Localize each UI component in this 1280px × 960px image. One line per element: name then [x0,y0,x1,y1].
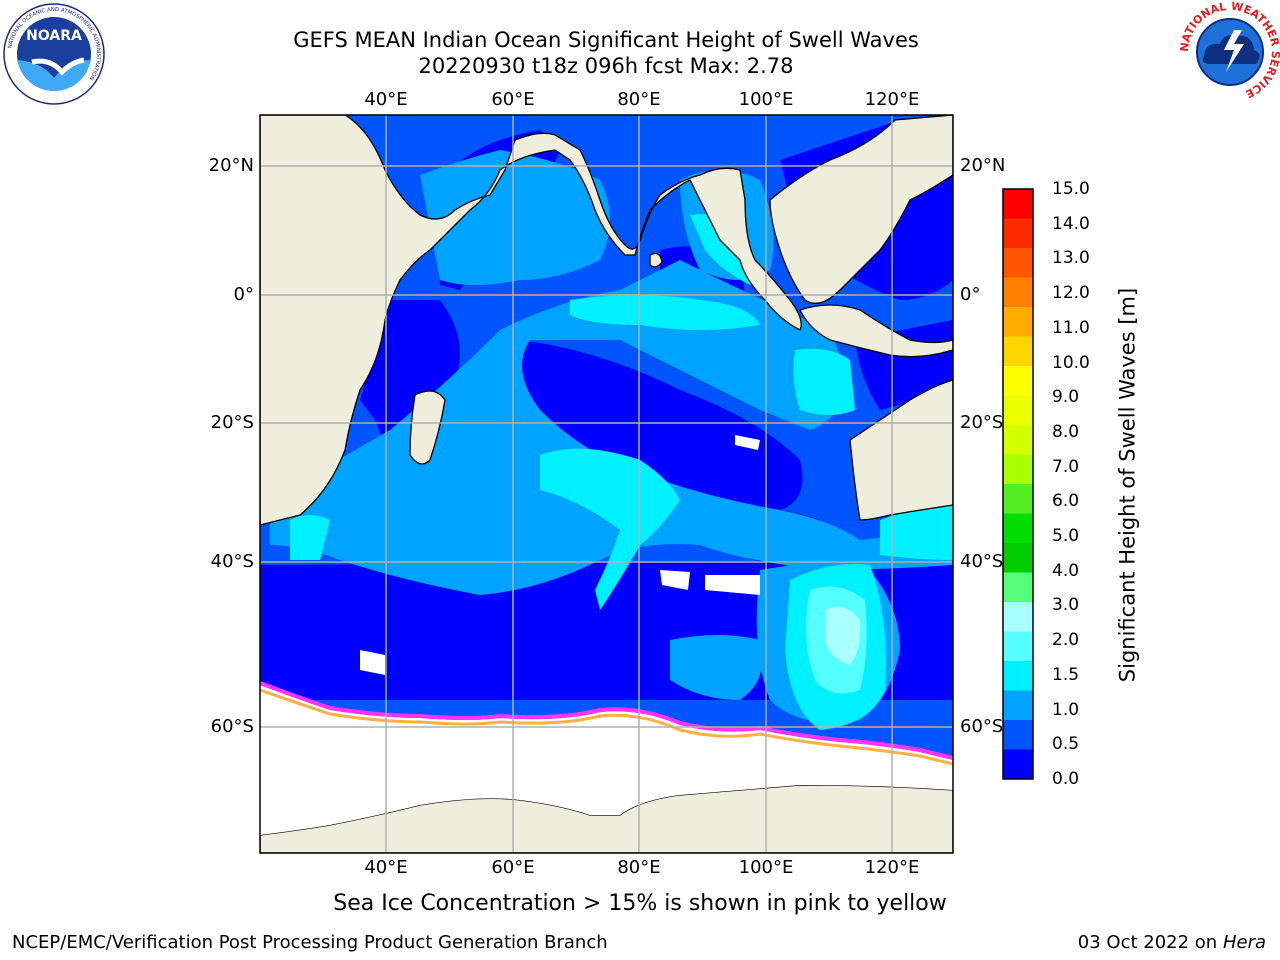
colorbar-tick-label: 6.0 [1052,491,1080,512]
colorbar-swatch [1003,248,1033,278]
lat-tick-right: 20°S [960,412,1004,433]
colorbar-tick-label: 11.0 [1052,317,1090,338]
lon-tick-bottom: 100°E [738,857,794,878]
lat-tick-right: 0° [960,284,981,305]
lon-tick-bottom: 80°E [617,857,661,878]
colorbar-tick-label: 9.0 [1052,387,1080,408]
colorbar-tick-label: 0.0 [1052,769,1080,789]
colorbar-swatch [1003,189,1033,219]
colorbar-swatch [1003,631,1033,662]
lat-tick-right: 60°S [960,716,1004,737]
colorbar-swatch [1003,543,1033,573]
lon-tick-top: 120°E [864,89,920,110]
sea-ice-pink-edge [260,681,953,760]
colorbar-tick-label: 4.0 [1052,560,1080,581]
lat-tick-left: 40°S [210,551,254,572]
noaa-logo: NOARA NATIONAL OCEANIC AND ATMOSPHERIC A… [3,3,105,105]
colorbar-tick-label: 3.0 [1052,595,1080,616]
lat-tick-left: 60°S [210,716,254,737]
sea-ice-caption: Sea Ice Concentration > 15% is shown in … [333,891,947,916]
lon-tick-top: 80°E [617,89,661,110]
colorbar-tick-label: 2.0 [1052,630,1080,651]
lon-tick-bottom: 40°E [364,857,408,878]
colorbar-swatch [1003,395,1033,426]
map-title: GEFS MEAN Indian Ocean Significant Heigh… [293,28,919,52]
lon-tick-top: 100°E [738,89,794,110]
colorbar-swatch [1003,690,1033,721]
colorbar-swatch [1003,277,1033,308]
colorbar-tick-label: 8.0 [1052,421,1080,442]
colorbar-swatch [1003,307,1033,337]
lon-tick-bottom: 120°E [864,857,920,878]
lat-tick-left: 20°S [210,412,254,433]
footer-credit: NCEP/EMC/Verification Post Processing Pr… [12,932,608,953]
colorbar-swatch [1003,218,1033,249]
lat-tick-left: 20°N [208,155,254,176]
lon-tick-top: 60°E [491,89,535,110]
lat-tick-right: 40°S [960,551,1004,572]
colorbar-swatch [1003,454,1033,485]
colorbar-swatch [1003,661,1033,691]
footer-date: 03 Oct 2022 on Hera [1078,932,1266,954]
colorbar-tick-label: 10.0 [1052,352,1090,373]
colorbar-frame [1002,188,1034,780]
swell-25-30-region [825,606,861,665]
colorbar-tick-label: 14.0 [1052,213,1090,234]
map-frame [259,114,954,854]
lat-tick-right: 20°N [960,155,1006,176]
colorbar-swatch [1003,513,1033,544]
footer-host: Hera [1222,932,1266,953]
colorbar-swatch [1003,720,1033,750]
colorbar-tick-label: 0.5 [1052,734,1080,755]
colorbar-tick-label: 1.5 [1052,664,1080,685]
colorbar-swatch [1003,749,1033,780]
colorbar [1002,188,1034,780]
colorbar-tick-label: 15.0 [1052,179,1090,199]
colorbar-swatch [1003,366,1033,396]
colorbar-swatch [1003,484,1033,514]
colorbar-swatch [1003,572,1033,603]
colorbar-swatch [1003,336,1033,367]
colorbar-tick-label: 1.0 [1052,699,1080,720]
colorbar-title: Significant Height of Swell Waves [m] [1115,287,1140,683]
colorbar-tick-label: 5.0 [1052,526,1080,547]
lat-tick-left: 0° [233,284,254,305]
colorbar-tick-label: 12.0 [1052,283,1090,304]
nws-logo: NATIONAL WEATHER SERVICE [1178,0,1280,102]
colorbar-swatch [1003,602,1033,632]
map-subtitle: 20220930 t18z 096h fcst Max: 2.78 [418,54,794,78]
lon-tick-bottom: 60°E [491,857,535,878]
lon-tick-top: 40°E [364,89,408,110]
masked-islands [360,435,760,675]
colorbar-swatch [1003,425,1033,455]
sea-ice-orange-edge [260,688,953,766]
noaa-logo-text: NOARA [26,28,82,44]
graticule [260,115,953,853]
colorbar-tick-label: 13.0 [1052,248,1090,269]
colorbar-tick-label: 7.0 [1052,456,1080,477]
land-masses [260,115,953,853]
footer-date-text: 03 Oct 2022 on [1077,932,1223,953]
